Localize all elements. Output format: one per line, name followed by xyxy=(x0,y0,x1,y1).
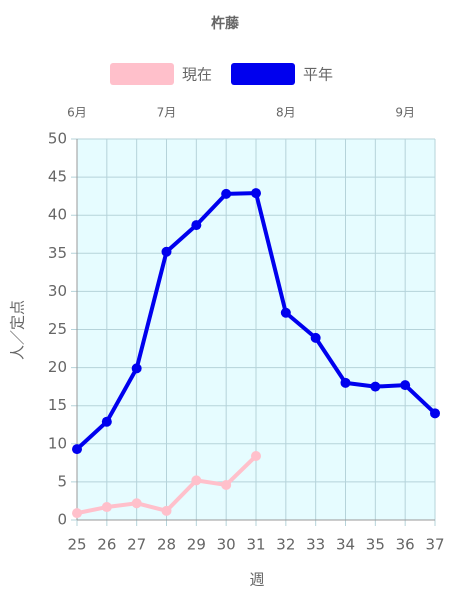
x-tick-label: 34 xyxy=(336,536,355,554)
y-tick-label: 20 xyxy=(48,358,67,376)
data-point xyxy=(430,408,440,419)
y-axis-label: 人／定点 xyxy=(9,300,27,360)
legend-label: 現在 xyxy=(182,66,212,84)
x-tick-label: 37 xyxy=(425,536,444,554)
y-tick-label: 5 xyxy=(57,472,67,490)
month-label: 7月 xyxy=(157,106,177,120)
x-tick-label: 30 xyxy=(217,536,236,554)
y-tick-label: 0 xyxy=(57,511,67,529)
data-point xyxy=(370,381,381,392)
x-axis-label: 週 xyxy=(249,571,264,589)
x-tick-label: 29 xyxy=(187,536,206,554)
month-label: 8月 xyxy=(276,106,296,120)
data-point xyxy=(221,188,232,199)
data-point xyxy=(400,380,411,391)
x-tick-label: 28 xyxy=(157,536,176,554)
data-point xyxy=(310,332,321,343)
month-label: 6月 xyxy=(67,106,87,120)
y-tick-label: 30 xyxy=(48,282,67,300)
data-point xyxy=(191,220,202,231)
data-point xyxy=(101,416,112,427)
data-point xyxy=(72,508,82,519)
x-tick-label: 27 xyxy=(127,536,146,554)
legend-swatch xyxy=(231,63,295,85)
y-tick-label: 10 xyxy=(48,434,67,452)
x-tick-label: 36 xyxy=(396,536,415,554)
x-tick-label: 32 xyxy=(276,536,295,554)
data-point xyxy=(101,502,112,513)
data-point xyxy=(251,450,261,461)
chart-title: 杵藤 xyxy=(211,15,240,32)
data-point xyxy=(131,498,142,509)
y-tick-label: 25 xyxy=(48,320,67,338)
x-tick-label: 25 xyxy=(67,536,86,554)
month-label: 9月 xyxy=(395,106,415,120)
data-point xyxy=(72,444,82,455)
legend-label: 平年 xyxy=(303,66,333,84)
x-tick-label: 26 xyxy=(97,536,116,554)
data-point xyxy=(161,246,172,257)
data-point xyxy=(191,475,202,486)
x-tick-label: 35 xyxy=(366,536,385,554)
x-tick-label: 33 xyxy=(306,536,325,554)
y-tick-label: 45 xyxy=(48,168,67,186)
legend-swatch xyxy=(110,63,174,85)
data-point xyxy=(161,505,172,516)
data-point xyxy=(280,307,291,318)
x-tick-label: 31 xyxy=(246,536,265,554)
y-tick-label: 35 xyxy=(48,244,67,262)
y-tick-label: 40 xyxy=(48,206,67,224)
data-point xyxy=(131,363,142,374)
data-point xyxy=(340,377,351,388)
data-point xyxy=(251,188,261,199)
y-tick-label: 50 xyxy=(48,130,67,148)
y-tick-label: 15 xyxy=(48,396,67,414)
data-point xyxy=(221,479,232,490)
